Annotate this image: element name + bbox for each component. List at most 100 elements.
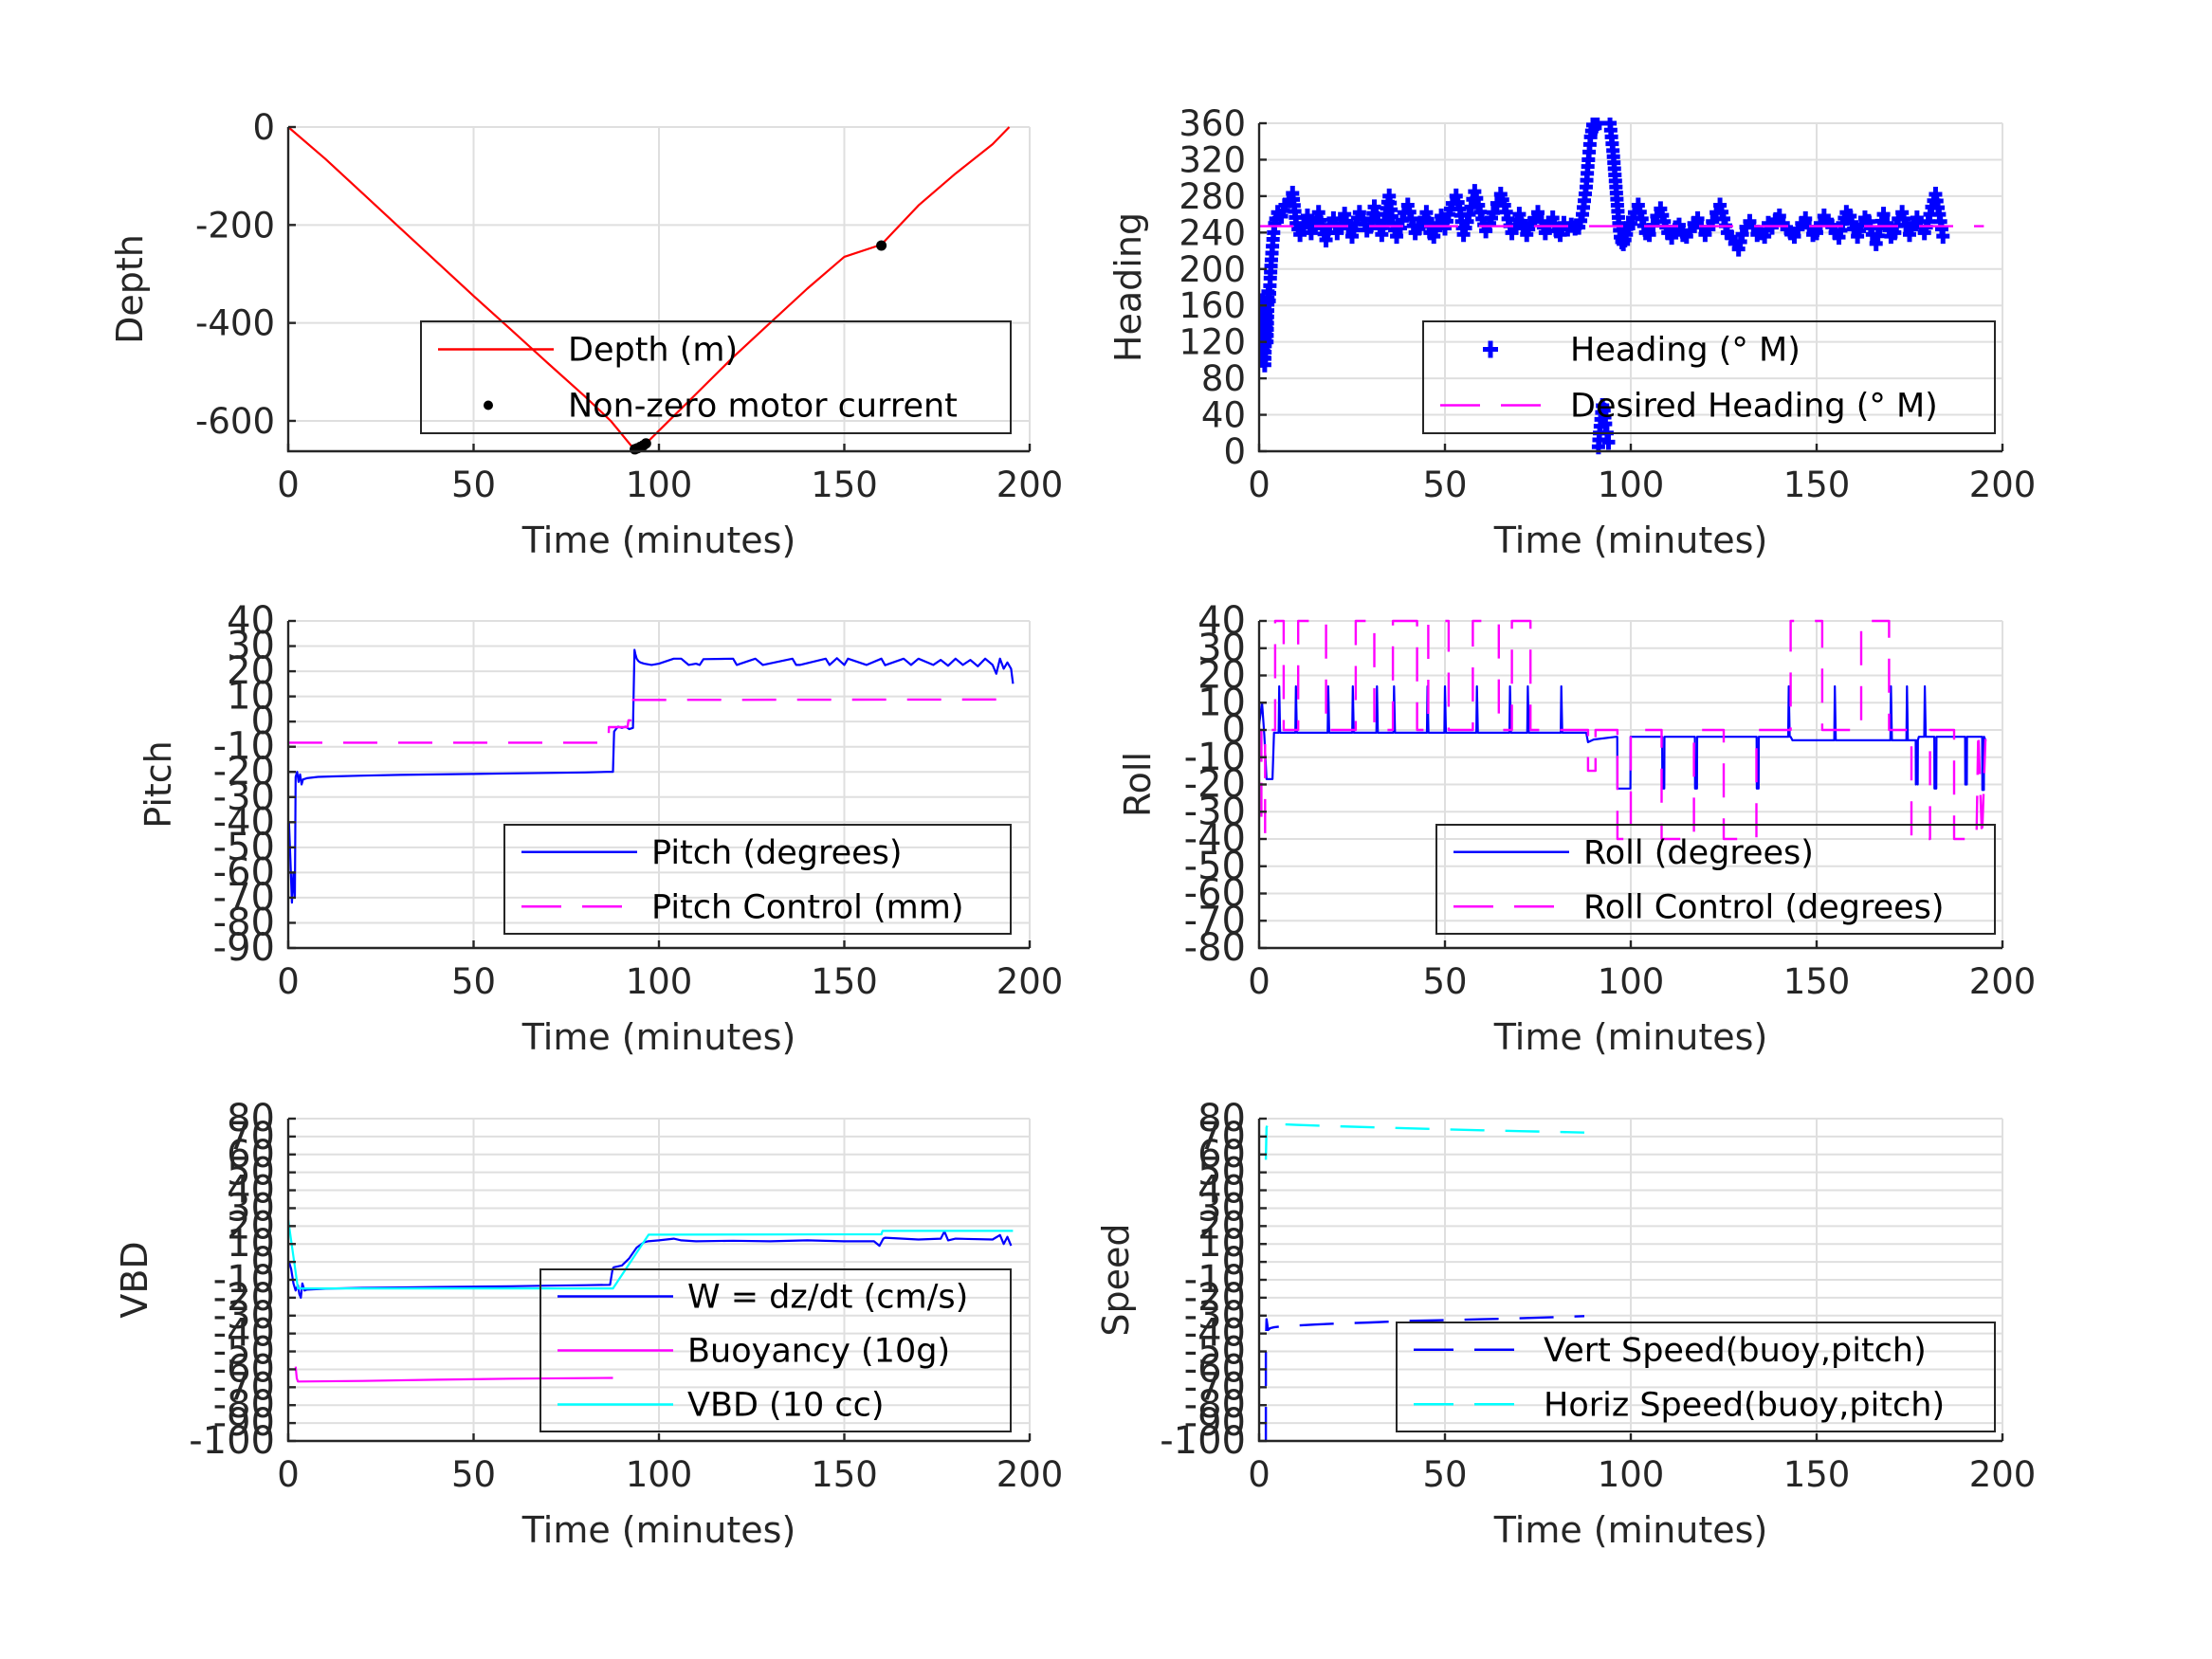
data-point [1871, 228, 1885, 244]
data-point [1581, 158, 1595, 174]
y-tick-label: -10 [1184, 1258, 1246, 1302]
legend-label: Non-zero motor current [568, 388, 958, 426]
y-tick-label: -20 [1184, 1276, 1246, 1320]
x-tick-label: 0 [277, 961, 300, 1002]
y-tick-label: 360 [1179, 103, 1246, 144]
x-tick-label: 200 [996, 465, 1064, 505]
y-tick-label: 0 [1223, 431, 1246, 472]
pitch-legend: Pitch (degrees) Pitch Control (mm) [503, 824, 1012, 935]
y-tick-label: -10 [1184, 736, 1246, 779]
data-point [1276, 203, 1290, 219]
speed-series-0 [1264, 1315, 1585, 1441]
data-point [1733, 233, 1747, 249]
data-point [1462, 207, 1476, 223]
y-tick-label: -90 [213, 926, 275, 970]
y-tick-label: -80 [1184, 926, 1246, 970]
y-tick-label: 40 [1201, 395, 1246, 436]
y-tick-label: 80 [1197, 1097, 1246, 1140]
data-point [1605, 136, 1619, 152]
y-tick-label: 50 [227, 1151, 275, 1194]
depth-legend: Depth (m) Non-zero motor current [420, 320, 1012, 434]
data-point [1845, 214, 1859, 230]
data-point [1473, 204, 1488, 220]
data-point [1266, 231, 1280, 247]
y-tick-label: 10 [1197, 1222, 1246, 1266]
legend-label: Roll Control (degrees) [1583, 888, 1945, 926]
data-point [1910, 210, 1924, 226]
x-tick-label: 150 [1783, 465, 1851, 505]
y-tick-label: 40 [227, 1169, 275, 1212]
y-tick-label: -20 [213, 750, 275, 793]
y-tick-label: 40 [1197, 1169, 1246, 1212]
legend-box [420, 320, 1012, 434]
y-tick-label: -80 [1184, 1383, 1246, 1427]
data-point [1265, 245, 1279, 261]
y-tick-label: -60 [1184, 872, 1246, 916]
pitch-series-0 [288, 648, 1015, 904]
pitch-series-1 [288, 698, 1014, 744]
x-tick-label: 200 [996, 1454, 1064, 1495]
y-tick-label: -70 [1184, 899, 1246, 942]
heading-chart: 0 50 100 150 20004080120160200240280320360Ti… [1107, 103, 2036, 561]
heading-legend: Heading (° M) Desired Heading (° M) [1422, 320, 1996, 434]
y-axis-label: VBD [114, 1241, 155, 1318]
y-tick-label: -90 [213, 1401, 275, 1445]
legend-label: Buoyancy (10g) [687, 1333, 950, 1371]
legend-label: Pitch Control (mm) [651, 888, 963, 926]
y-tick-label: -90 [1184, 1401, 1246, 1445]
data-point [1451, 194, 1465, 210]
data-point [1934, 221, 1948, 237]
y-tick-label: 20 [1197, 1204, 1246, 1248]
y-tick-label: -10 [213, 725, 275, 769]
data-point [1289, 210, 1303, 226]
vbd-legend: W = dz/dt (cm/s) Buoyancy (10g) VBD (10 cc… [539, 1268, 1012, 1432]
x-tick-label: 50 [451, 961, 496, 1002]
x-tick-label: 200 [1969, 961, 2037, 1002]
x-tick-label: 100 [626, 961, 693, 1002]
y-tick-label: 70 [1197, 1115, 1246, 1158]
y-tick-label: 120 [1179, 322, 1246, 363]
legend-box [1422, 320, 1996, 434]
data-point [1897, 210, 1911, 227]
y-tick-label: 160 [1179, 285, 1246, 326]
data-point [1799, 210, 1813, 227]
legend-label: Depth (m) [568, 332, 738, 370]
x-tick-label: 100 [626, 1454, 693, 1495]
legend-label: Roll (degrees) [1583, 834, 1814, 872]
data-point [1810, 225, 1823, 241]
y-tick-label: 40 [1197, 599, 1246, 643]
y-tick-label: -30 [213, 1294, 275, 1338]
y-tick-label: 10 [227, 1222, 275, 1266]
data-point [1853, 223, 1867, 239]
y-tick-label: -50 [1184, 1330, 1246, 1374]
data-point [1633, 204, 1647, 220]
y-tick-label: -80 [213, 1383, 275, 1427]
data-point [1402, 204, 1417, 220]
legend-marker-plus [1483, 340, 1498, 358]
y-tick-label: 0 [251, 1240, 275, 1284]
y-tick-label: -10 [213, 1258, 275, 1302]
depth-chart: 0 50 100 150 200 0 -200 -400 -600 Time (minutes) D… [109, 107, 1063, 561]
x-tick-label: 0 [1248, 1454, 1271, 1495]
y-tick-label: -100 [1160, 1419, 1246, 1463]
y-tick-label: 0 [251, 700, 275, 743]
x-tick-label: 150 [811, 961, 878, 1002]
y-tick-label: -40 [1184, 817, 1246, 861]
y-tick-label: 200 [1179, 249, 1246, 290]
roll-series-1 [1259, 619, 1987, 841]
data-point [1264, 258, 1278, 274]
vbd-series-2 [288, 1219, 1014, 1290]
data-point [876, 240, 887, 251]
vbd-chart: 0 50 100 150 20080706050403020100-10-20-30-4… [114, 1097, 1063, 1551]
data-point [1611, 210, 1625, 226]
y-tick-label: 40 [227, 599, 275, 643]
data-point [1603, 122, 1618, 138]
x-tick-label: 0 [1248, 465, 1271, 505]
x-tick-label: 50 [1422, 961, 1467, 1002]
data-point [1495, 191, 1509, 208]
y-tick-label: 0 [1222, 1240, 1246, 1284]
y-tick-label: -20 [1184, 763, 1246, 807]
y-tick-label: 240 [1179, 212, 1246, 253]
y-tick-label: 20 [1197, 654, 1246, 698]
y-tick-label: -40 [213, 800, 275, 844]
